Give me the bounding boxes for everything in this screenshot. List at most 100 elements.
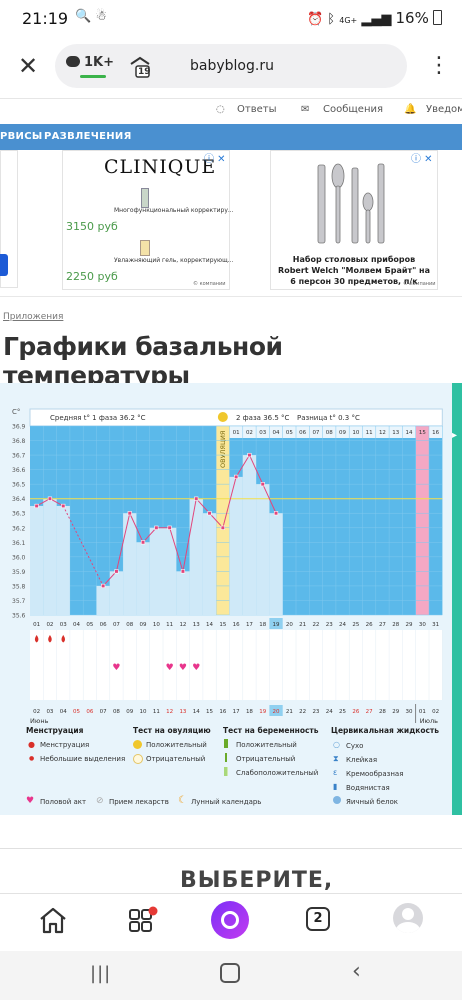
- answers-link[interactable]: Ответы: [237, 104, 277, 115]
- top-day-label: 10: [352, 430, 359, 436]
- preg-weak-icon: [224, 767, 228, 776]
- ad-label-1: © компании: [193, 281, 226, 287]
- y-tick-label: 36.1: [12, 540, 26, 547]
- nav-services[interactable]: РВИСЫ: [0, 131, 43, 142]
- temperature-bar: [96, 585, 110, 615]
- cycle-day-label: 17: [246, 622, 253, 628]
- assistant-button[interactable]: [211, 901, 249, 939]
- legend-preg-positive: Положительный: [236, 741, 297, 749]
- tabs-button[interactable]: 2: [306, 907, 330, 931]
- temperature-line-segment: [142, 527, 157, 543]
- date-label: 01: [419, 709, 426, 715]
- cycle-day-label: 30: [419, 622, 426, 628]
- site-header: [0, 98, 462, 125]
- temperature-line-segment: [235, 454, 250, 478]
- comments-progress: [80, 75, 106, 78]
- avatar[interactable]: [393, 903, 423, 933]
- legend-creamy: Кремообразная: [346, 770, 404, 778]
- date-label: 05: [73, 709, 80, 715]
- messages-link[interactable]: Сообщения: [323, 104, 384, 115]
- temperature-point: [180, 569, 186, 574]
- cycle-day-label: 24: [339, 622, 346, 628]
- cycle-day-label: 25: [352, 622, 359, 628]
- ad-item1-price: 3150 руб: [66, 220, 118, 233]
- temperature-bar: [136, 542, 150, 615]
- ad-info-icon-2[interactable]: ⓘ ✕: [411, 154, 433, 165]
- temperature-point: [114, 569, 119, 574]
- messages-icon[interactable]: ✉: [301, 104, 310, 115]
- y-tick-label: 35.9: [12, 569, 26, 576]
- temperature-bar: [269, 513, 283, 615]
- phase1-label: Средняя t° 1 фаза 36.2 °C: [50, 414, 146, 422]
- ad-clinique[interactable]: [62, 150, 230, 290]
- positive-circle-icon: [133, 740, 142, 749]
- bottom-nav: 2: [0, 893, 462, 952]
- top-day-label: 14: [406, 430, 413, 436]
- negative-circle-icon: [133, 754, 143, 764]
- legend-spotting: Небольшие выделения: [40, 755, 126, 763]
- home-system-icon[interactable]: [220, 963, 240, 983]
- battery-percent: 16%: [395, 9, 429, 27]
- chart-scroll-arrow-icon[interactable]: ▸: [452, 430, 458, 441]
- date-label: 11: [153, 709, 160, 715]
- legend-dry: Сухо: [346, 742, 364, 750]
- tabs-count: 19: [138, 67, 151, 77]
- sticky-icon: ⧗: [333, 754, 339, 763]
- ovulation-column: [216, 426, 230, 615]
- cycle-day-label: 09: [140, 622, 147, 628]
- apps-icon[interactable]: [127, 906, 159, 936]
- recent-apps-icon[interactable]: |||: [90, 963, 112, 984]
- date-label: 26: [352, 709, 359, 715]
- answers-icon[interactable]: ◌: [216, 104, 225, 115]
- page-title: Графики базальной температуры: [3, 332, 283, 390]
- product-image-2: [140, 240, 150, 256]
- alarm-icon: ⏰: [306, 12, 324, 27]
- address-bar[interactable]: [55, 44, 407, 88]
- cycle-day-label: 15: [219, 622, 226, 628]
- drop-icon: ●: [28, 740, 35, 749]
- comments-count[interactable]: 1K+: [84, 55, 115, 70]
- dry-icon: ○: [333, 740, 340, 749]
- top-day-label: 07: [312, 430, 319, 436]
- cycle-day-label: 23: [326, 622, 333, 628]
- tabs-icon[interactable]: 19: [128, 55, 151, 78]
- ovulation-label: ОВУЛЯЦИЯ: [219, 431, 227, 468]
- close-icon[interactable]: ✕: [17, 52, 39, 80]
- menstruation-drop: [48, 635, 52, 643]
- temperature-point: [47, 496, 53, 501]
- home-icon[interactable]: [38, 906, 68, 934]
- breadcrumb[interactable]: Приложения: [3, 312, 64, 322]
- url-text[interactable]: babyblog.ru: [190, 58, 274, 74]
- temperature-point: [260, 482, 265, 487]
- cycle-day-label: 10: [153, 622, 160, 628]
- temperature-point: [167, 525, 172, 530]
- temperature-bar: [56, 505, 70, 615]
- egg-white-icon: [333, 796, 341, 804]
- cycle-day-label: 28: [392, 622, 399, 628]
- cycle-day-label: 06: [100, 622, 107, 628]
- temperature-point: [34, 503, 39, 509]
- temperature-point: [220, 525, 225, 530]
- back-icon[interactable]: ‹: [352, 959, 361, 984]
- ad-left-button[interactable]: [0, 254, 8, 276]
- chart-scroll-strip[interactable]: [452, 383, 462, 815]
- date-label: 30: [406, 709, 413, 715]
- overflow-menu-icon[interactable]: ⋮: [428, 53, 450, 78]
- temperature-line-segment: [222, 476, 237, 528]
- y-tick-label: 36.2: [12, 525, 26, 532]
- comments-icon[interactable]: [66, 56, 80, 67]
- notifications-link[interactable]: Уведомл: [426, 104, 462, 115]
- nav-entertainment[interactable]: РАЗВЛЕЧЕНИЯ: [44, 131, 132, 142]
- temperature-point: [127, 511, 132, 516]
- date-label: 19: [259, 709, 266, 715]
- bell-icon[interactable]: 🔔: [404, 104, 417, 115]
- ad-left-partial[interactable]: [0, 150, 18, 288]
- top-day-label: 05: [286, 430, 293, 436]
- temperature-bar: [163, 527, 177, 615]
- date-label: 06: [86, 709, 93, 715]
- temperature-point: [234, 474, 239, 479]
- ad-info-icon[interactable]: ⓘ ✕: [204, 154, 226, 165]
- y-tick-label: 36.7: [12, 453, 26, 460]
- y-tick-label: 35.6: [12, 613, 26, 620]
- temperature-bar: [202, 513, 217, 615]
